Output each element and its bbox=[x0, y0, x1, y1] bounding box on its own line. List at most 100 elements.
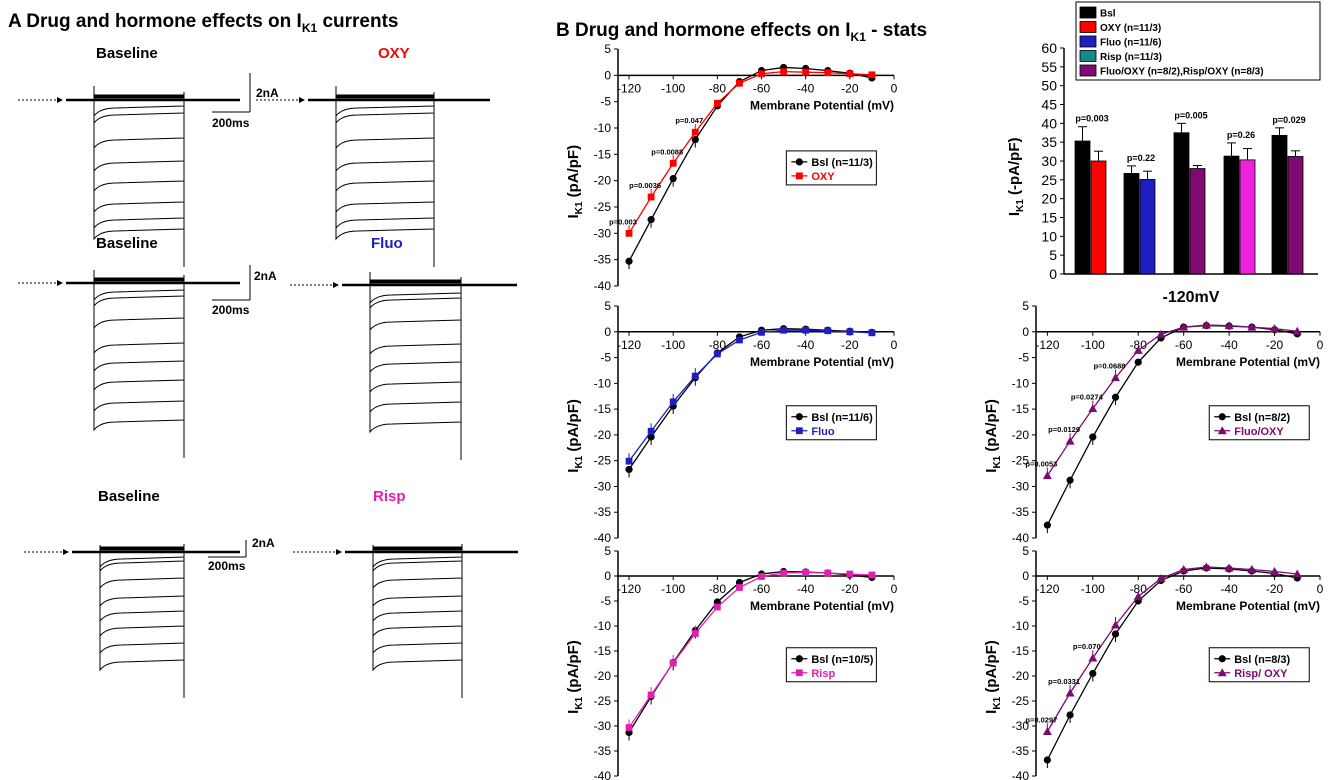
legend-marker bbox=[795, 655, 803, 663]
x-tick-label: -40 bbox=[797, 81, 815, 95]
y-tick-label: 25 bbox=[1041, 172, 1057, 188]
data-point bbox=[846, 328, 854, 336]
legend-label: Risp/ OXY bbox=[1234, 668, 1288, 680]
trace-set bbox=[293, 544, 518, 698]
data-point bbox=[736, 336, 743, 344]
current-traces bbox=[18, 86, 518, 698]
y-tick-label: -25 bbox=[1012, 694, 1030, 708]
x-tick-label: -20 bbox=[841, 338, 859, 352]
data-point bbox=[758, 70, 765, 78]
panel-b-title: B Drug and hormone effects on IK1 - stat… bbox=[556, 20, 927, 44]
panel-b-title-end: - stats bbox=[866, 20, 927, 41]
x-tick-label: -20 bbox=[841, 81, 859, 95]
step-trace bbox=[335, 100, 435, 230]
x-tick-label: -80 bbox=[709, 81, 727, 95]
legend-label: Bsl bbox=[1100, 9, 1116, 20]
data-point bbox=[824, 69, 832, 77]
y-tick-label: 5 bbox=[1022, 544, 1029, 558]
data-point bbox=[647, 691, 655, 699]
x-tick-label: -20 bbox=[841, 582, 859, 596]
y-tick-label: -10 bbox=[1012, 619, 1030, 633]
data-point bbox=[1270, 324, 1280, 333]
data-point bbox=[647, 427, 655, 435]
step-trace bbox=[372, 552, 463, 672]
chart-title: -120mV bbox=[1163, 289, 1220, 306]
y-tick-label: -15 bbox=[594, 147, 612, 161]
scale-time-label: 200ms bbox=[208, 559, 246, 573]
legend-label: Risp (n=11/3) bbox=[1100, 52, 1162, 63]
legend-label: Bsl (n=11/6) bbox=[811, 412, 873, 424]
data-point bbox=[691, 128, 699, 136]
y-tick-label: -40 bbox=[594, 279, 612, 293]
data-point bbox=[1179, 565, 1189, 573]
row3-right-label: Risp bbox=[373, 488, 406, 505]
step-trace bbox=[369, 285, 462, 332]
x-tick-label: -60 bbox=[753, 582, 771, 596]
y-tick-label: 0 bbox=[604, 569, 611, 583]
legend-label: Bsl (n=8/3) bbox=[1234, 654, 1290, 666]
iv-chart-iv6: 50-5-10-15-20-25-30-35-40-120 -100 -80 -60-… bbox=[983, 544, 1324, 780]
y-tick-label: -35 bbox=[594, 253, 612, 267]
p-value-label: p=0.0688 bbox=[1094, 362, 1126, 371]
data-point bbox=[1111, 620, 1121, 629]
p-value-label: p=0.047 bbox=[675, 116, 703, 125]
bar-chart: 0 5 10 15 20 25 30 35 40 45 50 55 60 IK1 (-pA/pF) -120… bbox=[1006, 1, 1321, 306]
y-tick-label: -10 bbox=[594, 376, 612, 390]
p-value-label: p=0.0274 bbox=[1071, 393, 1104, 402]
series-line bbox=[1046, 566, 1298, 732]
y-axis-label: IK1 (pA/pF) bbox=[983, 640, 1003, 714]
step-trace bbox=[93, 100, 185, 173]
data-point bbox=[802, 68, 810, 76]
step-trace bbox=[99, 552, 185, 638]
y-tick-label: 50 bbox=[1041, 78, 1057, 94]
y-tick-label: -20 bbox=[594, 428, 612, 442]
legend-label: Bsl (n=11/3) bbox=[811, 157, 873, 169]
data-point bbox=[713, 603, 721, 611]
y-tick-label: 0 bbox=[604, 68, 611, 82]
legend-label: Risp bbox=[811, 668, 835, 680]
data-point bbox=[1065, 688, 1075, 697]
panel-b-title-main: B Drug and hormone effects on I bbox=[556, 20, 851, 41]
data-point bbox=[1065, 436, 1075, 445]
y-tick-label: 5 bbox=[604, 299, 611, 313]
bar bbox=[1123, 173, 1140, 275]
data-point bbox=[691, 372, 699, 380]
x-tick-label: -40 bbox=[797, 582, 815, 596]
data-point bbox=[1111, 393, 1120, 401]
data-point bbox=[669, 659, 677, 667]
scale-time-label: 200ms bbox=[212, 303, 250, 317]
x-tick-label: 0 bbox=[1317, 582, 1324, 596]
x-tick-label: -20 bbox=[1266, 582, 1284, 596]
scale-current-label: 2nA bbox=[256, 86, 279, 100]
step-trace bbox=[372, 552, 463, 573]
y-tick-label: 0 bbox=[1049, 266, 1057, 282]
bar bbox=[1074, 140, 1091, 275]
data-point bbox=[1066, 711, 1074, 719]
y-tick-label: 5 bbox=[604, 544, 611, 558]
y-tick-label: -5 bbox=[600, 594, 611, 608]
scale-bar-1: 2nA 200ms bbox=[212, 73, 279, 130]
y-axis-label: IK1 (pA/pF) bbox=[565, 145, 585, 219]
p-value-label: p=0.0088 bbox=[651, 147, 683, 156]
x-axis-label: Membrane Potential (mV) bbox=[1176, 355, 1320, 369]
data-point bbox=[1134, 358, 1142, 366]
legend-swatch bbox=[1079, 50, 1097, 62]
legend-marker bbox=[795, 669, 803, 677]
y-tick-label: 5 bbox=[1022, 299, 1029, 313]
series-line bbox=[628, 70, 872, 234]
data-point bbox=[1224, 321, 1234, 330]
series-line bbox=[1046, 567, 1298, 761]
data-point bbox=[824, 569, 832, 577]
step-trace bbox=[369, 285, 462, 310]
row2-right-label: Fluo bbox=[371, 235, 403, 252]
y-tick-label: -20 bbox=[1012, 669, 1030, 683]
data-point bbox=[625, 457, 633, 465]
p-value-label: p=0.029 bbox=[1272, 115, 1305, 125]
legend-label: Bsl (n=10/5) bbox=[811, 654, 873, 666]
x-tick-label: 0 bbox=[891, 582, 898, 596]
y-tick-label: -10 bbox=[594, 121, 612, 135]
data-point bbox=[868, 329, 876, 337]
bar bbox=[1287, 156, 1304, 275]
data-point bbox=[625, 257, 633, 265]
data-point bbox=[802, 326, 810, 334]
